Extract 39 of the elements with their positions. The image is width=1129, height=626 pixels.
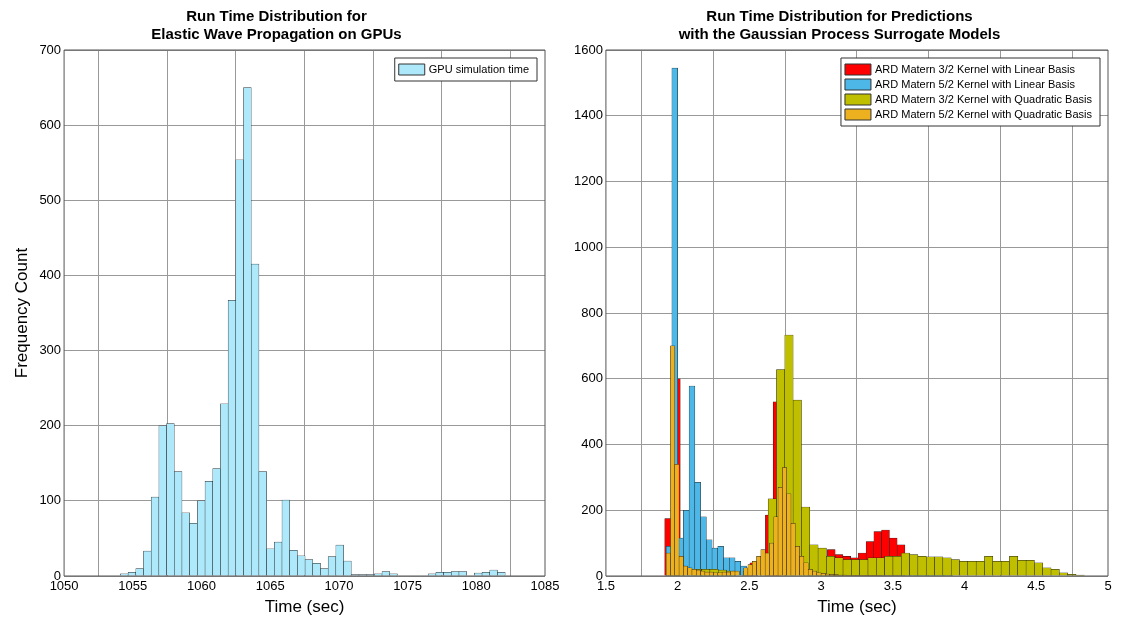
legend-label: GPU simulation time — [428, 62, 530, 75]
x-tick-label: 2.5 — [740, 578, 759, 594]
y-tick-label: 600 — [581, 370, 603, 386]
legend-label: ARD Matern 3/2 Kernel with Quadratic Basis — [874, 92, 1093, 105]
y-tick-label: 300 — [39, 342, 62, 358]
y-tick-label: 700 — [39, 41, 62, 57]
y-tick-label: 400 — [39, 267, 62, 283]
x-axis-title: Time (sec) — [817, 597, 897, 617]
legend-label: ARD Matern 5/2 Kernel with Linear Basis — [874, 77, 1076, 90]
y-tick-label: 200 — [581, 501, 603, 517]
x-tick-label: 1085 — [530, 578, 560, 594]
y-tick-label: 500 — [39, 191, 62, 207]
x-tick-label: 1065 — [255, 578, 285, 594]
y-tick-label: 800 — [581, 304, 603, 320]
legend-label: ARD Matern 5/2 Kernel with Quadratic Basis — [874, 107, 1093, 120]
x-tick-label: 3 — [817, 578, 825, 594]
y-axis-title: Frequency Count — [11, 247, 31, 379]
x-tick-label: 4.5 — [1027, 578, 1046, 594]
y-tick-label: 400 — [581, 436, 603, 452]
y-tick-label: 600 — [39, 116, 62, 132]
x-tick-label: 4 — [960, 578, 969, 594]
y-tick-label: 200 — [39, 417, 62, 433]
y-tick-label: 1400 — [574, 107, 603, 123]
y-tick-label: 1000 — [574, 238, 603, 254]
x-tick-label: 1060 — [187, 578, 216, 594]
y-tick-label: 100 — [39, 492, 62, 508]
chart-title: Run Time Distribution for Predictions with the Gaussian Process Surrogate Models — [677, 7, 1001, 43]
x-tick-label: 5 — [1104, 578, 1112, 594]
y-tick-label: 1200 — [574, 173, 603, 189]
legend-label: ARD Matern 3/2 Kernel with Linear Basis — [874, 62, 1076, 75]
x-tick-label: 1070 — [324, 578, 354, 594]
x-tick-label: 1075 — [393, 578, 423, 594]
x-tick-label: 1080 — [461, 578, 491, 594]
x-tick-label: 1055 — [118, 578, 148, 594]
y-tick-label: 1600 — [574, 41, 603, 57]
x-tick-label: 3.5 — [883, 578, 902, 594]
x-axis-title: Time (sec) — [264, 597, 345, 617]
x-tick-label: 2 — [674, 578, 682, 594]
chart-title: Run Time Distribution for Elastic Wave Propagation on GPUs — [151, 7, 402, 43]
